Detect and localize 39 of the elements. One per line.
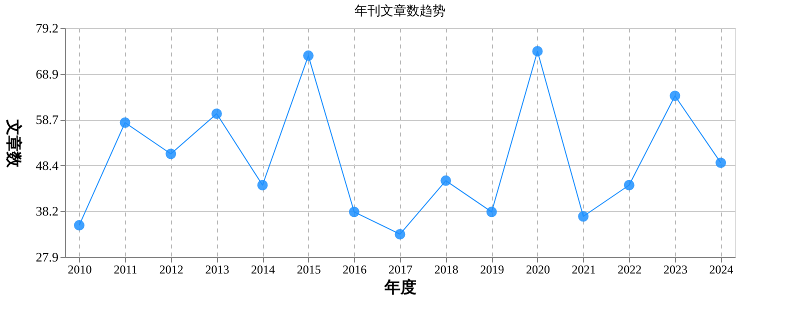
y-tick-label: 68.9 <box>36 66 58 82</box>
point <box>578 211 589 222</box>
x-tick-label: 2019 <box>480 262 504 276</box>
y-tick-label: 58.7 <box>36 112 59 128</box>
point <box>74 220 84 231</box>
point <box>670 90 680 102</box>
x-tick-label: 2017 <box>388 262 412 276</box>
x-tick-label: 2013 <box>205 262 230 276</box>
y-tick-label: 27.9 <box>36 250 58 264</box>
x-tick-label: 2014 <box>251 262 276 276</box>
x-tick-label: 2016 <box>342 262 367 276</box>
point <box>348 206 360 218</box>
chart-title: 年刊文章数趋势 <box>354 3 446 18</box>
point <box>394 229 406 240</box>
x-tick-label: 2010 <box>68 262 92 276</box>
x-tick-label: 2020 <box>526 262 550 276</box>
x-tick-label: 2012 <box>159 262 184 276</box>
point <box>440 175 452 186</box>
x-tick-label: 2021 <box>572 262 596 276</box>
point <box>624 180 634 190</box>
y-tick-label: 48.4 <box>36 158 59 173</box>
point <box>486 206 497 218</box>
y-axis-title: 文章数 <box>4 118 22 168</box>
x-tick-label: 2024 <box>709 262 734 276</box>
point <box>257 180 268 190</box>
x-tick-label: 2011 <box>114 262 138 276</box>
y-tick-label: 38.2 <box>36 204 58 219</box>
point <box>166 148 176 160</box>
point <box>532 46 543 56</box>
point <box>120 117 130 128</box>
x-axis-title: 年度 <box>384 278 416 296</box>
point <box>211 108 222 119</box>
x-tick-label: 2022 <box>618 262 642 276</box>
x-tick-label: 2018 <box>434 262 458 276</box>
x-tick-label: 2015 <box>296 262 321 276</box>
y-tick-label: 79.2 <box>36 20 58 36</box>
x-tick-label: 2023 <box>663 262 688 276</box>
point <box>716 158 726 168</box>
point <box>303 50 314 61</box>
